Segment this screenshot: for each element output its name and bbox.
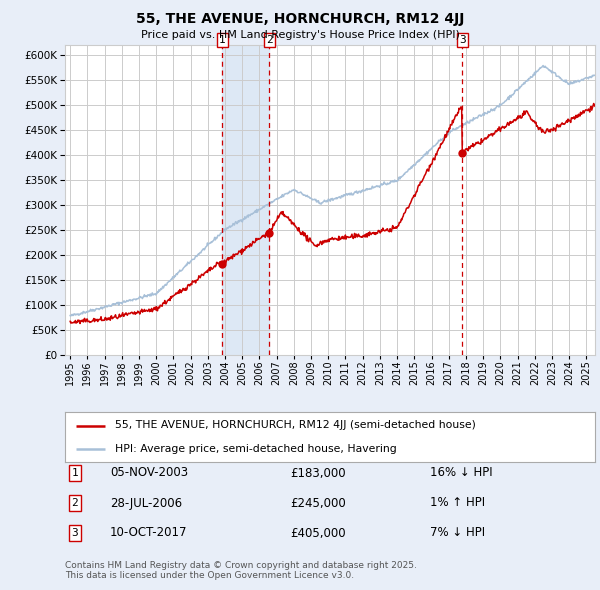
- Text: HPI: Average price, semi-detached house, Havering: HPI: Average price, semi-detached house,…: [115, 444, 397, 454]
- Text: 16% ↓ HPI: 16% ↓ HPI: [430, 467, 493, 480]
- Text: 1: 1: [219, 35, 226, 45]
- Text: 1% ↑ HPI: 1% ↑ HPI: [430, 497, 485, 510]
- Text: Contains HM Land Registry data © Crown copyright and database right 2025.
This d: Contains HM Land Registry data © Crown c…: [65, 560, 417, 580]
- Text: 28-JUL-2006: 28-JUL-2006: [110, 497, 182, 510]
- Text: 55, THE AVENUE, HORNCHURCH, RM12 4JJ: 55, THE AVENUE, HORNCHURCH, RM12 4JJ: [136, 12, 464, 26]
- Text: 55, THE AVENUE, HORNCHURCH, RM12 4JJ (semi-detached house): 55, THE AVENUE, HORNCHURCH, RM12 4JJ (se…: [115, 421, 476, 431]
- Text: 2: 2: [71, 498, 79, 508]
- Text: 10-OCT-2017: 10-OCT-2017: [110, 526, 187, 539]
- Text: £245,000: £245,000: [290, 497, 346, 510]
- Bar: [223, 45, 269, 355]
- Text: 2: 2: [266, 35, 272, 45]
- Text: 7% ↓ HPI: 7% ↓ HPI: [430, 526, 485, 539]
- Text: £183,000: £183,000: [290, 467, 346, 480]
- Text: £405,000: £405,000: [290, 526, 346, 539]
- Text: 1: 1: [71, 468, 79, 478]
- Text: 3: 3: [459, 35, 466, 45]
- Text: Price paid vs. HM Land Registry's House Price Index (HPI): Price paid vs. HM Land Registry's House …: [140, 30, 460, 40]
- Text: 3: 3: [71, 528, 79, 538]
- Text: 05-NOV-2003: 05-NOV-2003: [110, 467, 188, 480]
